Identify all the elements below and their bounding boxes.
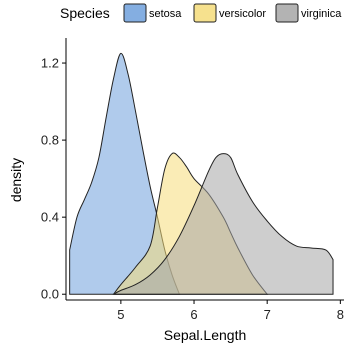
density-areas xyxy=(69,52,334,295)
legend-title: Species xyxy=(60,5,110,21)
x-tick-label: 7 xyxy=(264,307,271,322)
y-tick-label: 0.8 xyxy=(41,133,59,148)
y-tick-label: 0.4 xyxy=(41,210,59,225)
density-area-virginica xyxy=(113,153,334,295)
y-axis-title: density xyxy=(8,158,24,202)
axes: 5 6 7 8 0.0 0.4 0.8 1.2 xyxy=(41,38,344,322)
legend-label-virginica: virginica xyxy=(301,8,342,20)
legend: Species setosa versicolor virginica xyxy=(60,3,342,23)
x-axis-title: Sepal.Length xyxy=(164,327,247,343)
x-axis-ticks: 5 6 7 8 xyxy=(117,300,344,322)
y-axis-ticks: 0.0 0.4 0.8 1.2 xyxy=(41,56,66,302)
legend-key-virginica xyxy=(275,3,299,23)
legend-label-setosa: setosa xyxy=(149,8,182,20)
legend-key-setosa xyxy=(123,3,147,23)
y-tick-label: 0.0 xyxy=(41,287,59,302)
x-tick-label: 5 xyxy=(117,307,124,322)
legend-key-versicolor xyxy=(193,3,217,23)
y-tick-label: 1.2 xyxy=(41,56,59,71)
x-tick-label: 8 xyxy=(337,307,344,322)
x-tick-label: 6 xyxy=(190,307,197,322)
legend-label-versicolor: versicolor xyxy=(219,8,266,20)
